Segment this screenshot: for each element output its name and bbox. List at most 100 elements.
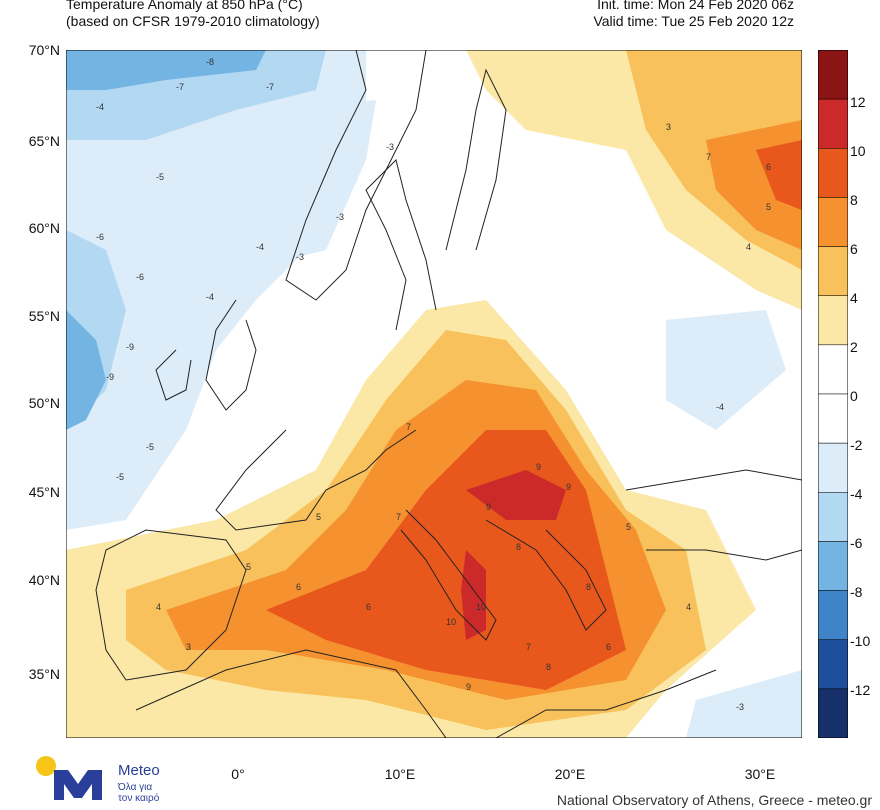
- contour-label-cold: -6: [96, 232, 104, 242]
- coast-balkans: [485, 519, 607, 631]
- colorbar-label-minus8: -8: [850, 584, 863, 600]
- colorbar-cell: [818, 98, 848, 149]
- colorbar-cell: [818, 492, 848, 542]
- contour-label-warm: 6: [766, 162, 771, 172]
- lat-label-65n: 65°N: [28, 133, 60, 149]
- contour-label-warm: 7: [396, 512, 401, 522]
- contour-label-cold: -4: [716, 402, 724, 412]
- contour-label-cold: -5: [146, 442, 154, 452]
- colorbar-cell: [818, 197, 848, 247]
- contour-label-warm: 6: [606, 642, 611, 652]
- colorbar-cell: [818, 541, 848, 591]
- coast-turkey: [646, 549, 802, 561]
- coast-black-sea: [625, 469, 802, 491]
- contour-label-warm: 5: [246, 562, 251, 572]
- contour-label-cold: -4: [256, 242, 264, 252]
- cold-region-east: [666, 310, 786, 430]
- lat-label-70n: 70°N: [28, 42, 60, 58]
- contour-label-warm: 9: [466, 682, 471, 692]
- warm-core-russia: [756, 140, 802, 210]
- contour-label-cold: -4: [206, 292, 214, 302]
- coast-finland: [445, 68, 507, 251]
- colorbar-cell: [818, 442, 848, 493]
- contour-label-cold: -9: [106, 372, 114, 382]
- valid-time: Valid time: Tue 25 Feb 2020 12z: [593, 13, 794, 29]
- contour-label-warm: 5: [766, 202, 771, 212]
- contour-label-warm: 8: [546, 662, 551, 672]
- contour-label-cold: -7: [176, 82, 184, 92]
- colorbar-label-0: 0: [850, 388, 858, 404]
- contour-label-cold: -3: [296, 252, 304, 262]
- contour-label-warm: 8: [516, 542, 521, 552]
- contour-label-cold: -3: [336, 212, 344, 222]
- logo-tagline-line-2: τον καιρό: [118, 793, 160, 804]
- coast-north-africa: [135, 649, 447, 738]
- contour-label-warm: 9: [566, 482, 571, 492]
- time-info: Init. time: Mon 24 Feb 2020 06z Valid ti…: [593, 0, 794, 30]
- map-title: Temperature Anomaly at 850 hPa (°C) (bas…: [66, 0, 320, 30]
- contour-label-warm: 10: [476, 602, 486, 612]
- colorbar-cell: [818, 639, 848, 690]
- colorbar-label-minus12: -12: [850, 682, 871, 698]
- anomaly-map[interactable]: 9 9 9 10 10 8 8 7 7 6 6 5 5 4 3 9 8 7 6 5 4 3 7 6 5 4 -9 -9 -8 -7 -7 -6…: [66, 50, 802, 738]
- contour-label-warm: 5: [316, 512, 321, 522]
- colorbar: [818, 50, 848, 738]
- lon-label-30e: 30°E: [744, 766, 776, 782]
- contour-label-warm: 10: [446, 617, 456, 627]
- contour-label-cold: -4: [96, 102, 104, 112]
- cold-core-atlantic: [66, 310, 106, 430]
- colorbar-cell: [818, 295, 848, 346]
- contour-label-warm: 5: [626, 522, 631, 532]
- colorbar-label-12: 12: [850, 94, 866, 110]
- contour-label-cold: -6: [136, 272, 144, 282]
- coast-france: [215, 429, 417, 531]
- coast-italy: [400, 509, 497, 641]
- colorbar-label-minus4: -4: [850, 486, 863, 502]
- lon-label-20e: 20°E: [554, 766, 586, 782]
- contour-label-warm: 8: [586, 582, 591, 592]
- colorbar-label-4: 4: [850, 290, 858, 306]
- contour-label-warm: 4: [746, 242, 751, 252]
- lat-label-35n: 35°N: [28, 666, 60, 682]
- warm-core-balkans: [466, 470, 566, 520]
- colorbar-cell: [818, 148, 848, 198]
- contour-label-cold: -8: [206, 57, 214, 67]
- footer-credit: National Observatory of Athens, Greece -…: [556, 792, 872, 808]
- coast-britain: [205, 299, 257, 411]
- cold-core-north: [66, 50, 266, 90]
- logo-tagline-line-1: Όλα για: [118, 782, 153, 793]
- lon-label-0: 0°: [231, 766, 245, 782]
- colorbar-label-minus10: -10: [850, 633, 871, 649]
- coastlines: [95, 50, 802, 738]
- lat-label-45n: 45°N: [28, 484, 60, 500]
- contour-label-warm: 6: [296, 582, 301, 592]
- colorbar-cell: [818, 344, 848, 395]
- contour-label-cold: -5: [156, 172, 164, 182]
- contour-label-warm: 7: [406, 422, 411, 432]
- colorbar-cell: [818, 393, 848, 444]
- cold-region-scandinavia: [276, 100, 376, 260]
- colorbar-label-8: 8: [850, 192, 858, 208]
- lat-label-55n: 55°N: [28, 308, 60, 324]
- contour-label-warm: 4: [686, 602, 691, 612]
- contour-labels: 9 9 9 10 10 8 8 7 7 6 6 5 5 4 3 9 8 7 6 5 4 3 7 6 5 4 -9 -9 -8 -7 -7 -6…: [96, 57, 771, 712]
- contour-label-warm: 9: [536, 462, 541, 472]
- init-time: Init. time: Mon 24 Feb 2020 06z: [597, 0, 794, 12]
- coast-sweden: [365, 159, 437, 331]
- cold-region-southeast: [686, 670, 802, 738]
- logo-brand: Meteo: [118, 762, 160, 779]
- contour-label-warm: 6: [366, 602, 371, 612]
- warm-core-italy: [461, 550, 486, 640]
- colorbar-cell: [818, 590, 848, 640]
- colorbar-label-2: 2: [850, 339, 858, 355]
- coast-iberia: [95, 529, 247, 681]
- contour-label-warm: 4: [156, 602, 161, 612]
- colorbar-label-6: 6: [850, 241, 858, 257]
- meteo-logo-icon[interactable]: [34, 752, 112, 804]
- coast-libya-egypt: [495, 669, 717, 738]
- logo-sun-shape: [36, 756, 56, 776]
- colorbar-label-minus2: -2: [850, 437, 863, 453]
- lat-label-50n: 50°N: [28, 395, 60, 411]
- colorbar-cell: [818, 688, 848, 738]
- lat-label-60n: 60°N: [28, 220, 60, 236]
